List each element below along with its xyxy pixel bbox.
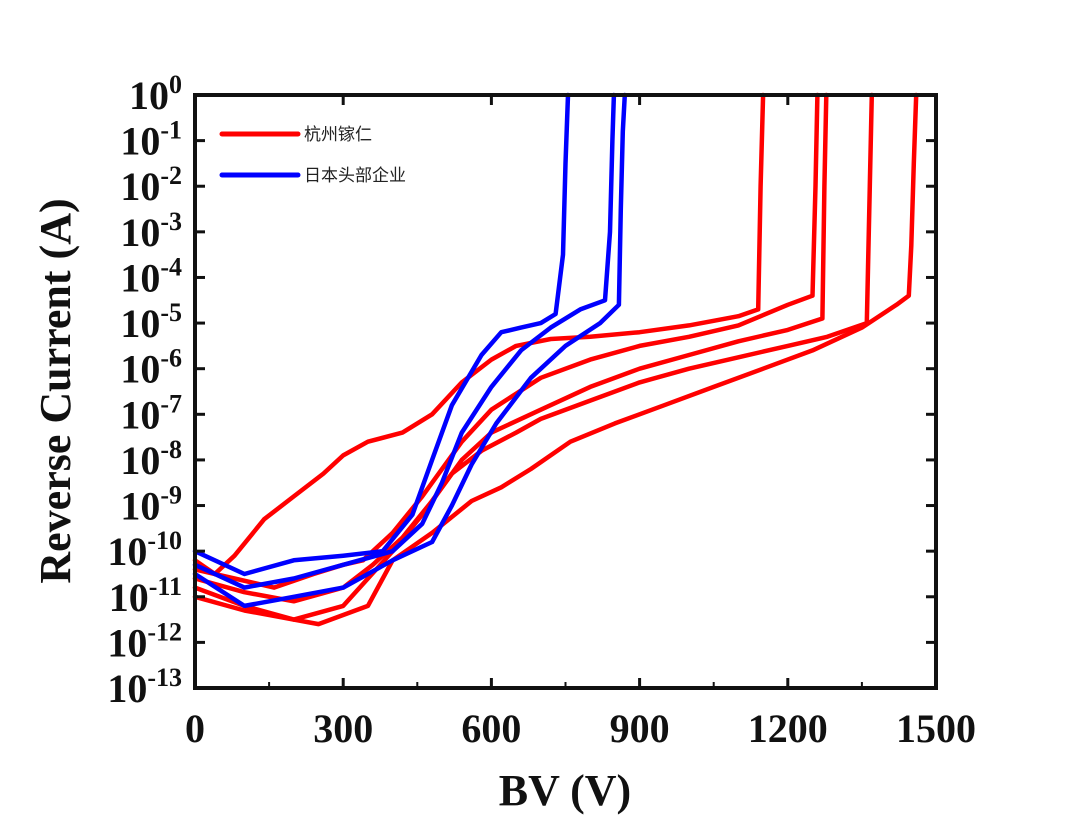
x-axis-title: BV (V) — [499, 766, 631, 815]
y-axis-title: Reverse Current (A) — [31, 198, 80, 583]
ticks-layer — [193, 93, 938, 690]
series-2-curve-3 — [192, 92, 628, 609]
series-2 — [192, 92, 628, 609]
series-1-curve-4 — [192, 92, 875, 622]
tick-labels-layer: 0 300 600 900 1200 150010010-110-210-310-410-… — [107, 70, 976, 751]
x-tick-label: 0 — [185, 706, 205, 751]
legend-label-1: 杭州镓仁 — [304, 125, 372, 145]
y-tick-label: 10-4 — [120, 252, 182, 300]
y-tick-label: 10-5 — [120, 298, 182, 346]
series-1-curve-1 — [192, 92, 766, 577]
y-tick-label: 10-7 — [120, 389, 182, 437]
x-tick-label: 900 — [610, 706, 670, 751]
series-layer — [192, 92, 919, 627]
legend-label-2: 日本头部企业 — [304, 166, 406, 186]
y-tick-label: 10-13 — [107, 663, 182, 711]
y-tick-label: 10-8 — [120, 435, 182, 483]
series-1-curve-2 — [192, 92, 820, 590]
y-tick-label: 10-6 — [120, 344, 182, 392]
series-1-curve-5 — [192, 92, 919, 627]
y-tick-label: 100 — [129, 70, 182, 118]
x-tick-label: 300 — [313, 706, 373, 751]
y-tick-label: 10-3 — [120, 207, 182, 255]
y-tick-label: 10-11 — [109, 572, 182, 620]
y-tick-label: 10-12 — [107, 617, 182, 665]
y-tick-label: 10-2 — [120, 161, 182, 209]
y-tick-label: 10-9 — [120, 481, 182, 529]
x-tick-label: 600 — [461, 706, 521, 751]
y-tick-label: 10-1 — [120, 116, 182, 164]
series-2-curve-2 — [192, 92, 617, 590]
x-tick-label: 1200 — [748, 706, 828, 751]
y-tick-label: 10-10 — [107, 526, 182, 574]
x-tick-label: 1500 — [896, 706, 976, 751]
series-2-curve-1 — [192, 92, 571, 577]
